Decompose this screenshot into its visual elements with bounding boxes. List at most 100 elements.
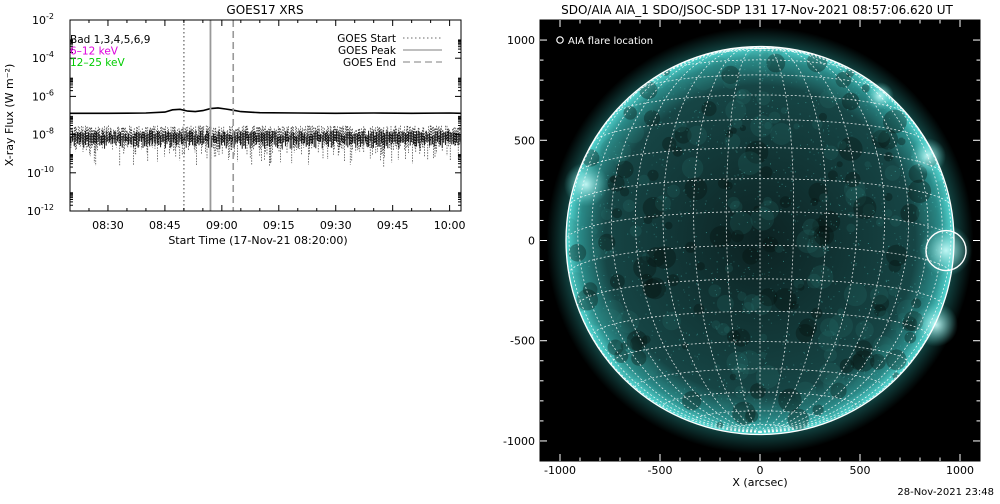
texture-speck [848,255,850,257]
texture-speck [883,374,884,376]
texture-speck [750,423,751,425]
texture-blob [693,303,705,315]
texture-speck [815,387,817,389]
texture-speck [880,181,882,183]
texture-blob [774,244,784,253]
texture-speck [777,284,779,286]
texture-speck [618,299,620,301]
texture-speck [759,405,761,407]
texture-speck [676,146,677,148]
texture-speck [683,69,685,71]
texture-blob [883,152,894,162]
texture-speck [645,91,646,93]
texture-blob [709,226,732,248]
texture-speck [603,327,605,328]
texture-blob [737,151,762,175]
texture-speck [888,363,890,365]
texture-speck [649,305,651,307]
texture-speck [729,363,731,365]
texture-speck [806,371,808,372]
texture-speck [786,414,788,416]
texture-speck [749,361,751,363]
texture-speck [730,216,732,218]
texture-speck [750,93,752,95]
texture-blob [737,291,747,301]
texture-speck [699,111,701,113]
texture-speck [597,154,599,155]
texture-speck [757,367,759,369]
texture-blob [830,382,847,399]
texture-speck [680,220,682,222]
texture-speck [830,121,832,123]
texture-speck [889,159,891,161]
texture-speck [786,310,788,312]
texture-speck [781,359,783,360]
texture-speck [710,173,712,175]
texture-speck [705,269,707,270]
texture-speck [814,200,816,202]
texture-speck [833,75,835,77]
texture-speck [842,377,844,379]
texture-speck [877,275,879,276]
texture-speck [811,240,813,242]
texture-speck [838,405,840,407]
texture-speck [899,245,901,247]
texture-speck [750,336,752,338]
texture-speck [817,281,819,283]
texture-speck [889,118,890,119]
texture-blob [745,409,759,423]
texture-speck [683,307,685,309]
texture-speck [728,290,730,292]
texture-blob [827,170,838,181]
texture-speck [737,61,739,63]
texture-speck [604,249,606,251]
lightcurve-title: GOES17 XRS [226,3,303,17]
texture-blob [647,169,659,181]
texture-speck [904,357,906,359]
texture-speck [623,261,625,262]
texture-speck [697,116,699,118]
texture-blob [737,350,761,375]
texture-speck [814,236,816,238]
texture-blob [620,342,629,350]
legend-circle-icon [556,36,564,44]
texture-speck [843,376,845,378]
texture-speck [606,251,608,253]
x-tick-label: 08:30 [92,219,124,232]
texture-speck [752,275,754,277]
texture-speck [868,396,870,398]
texture-blob [723,73,739,89]
texture-speck [773,229,775,231]
texture-speck [776,57,778,59]
texture-blob [622,199,636,212]
texture-speck [604,287,606,289]
texture-speck [871,389,873,391]
texture-speck [629,113,631,115]
texture-speck [735,62,737,63]
texture-speck [575,255,577,257]
texture-speck [717,103,719,105]
texture-speck [750,141,752,143]
texture-speck [717,354,719,356]
texture-blob [897,312,908,323]
texture-speck [874,311,876,313]
texture-speck [854,244,856,246]
texture-speck [675,374,677,376]
texture-speck [742,329,744,331]
texture-speck [851,115,853,117]
texture-speck [646,388,648,390]
texture-speck [603,151,605,153]
y-tick-label: 10-6 [32,88,54,103]
texture-speck [669,117,671,119]
texture-speck [698,188,700,190]
texture-speck [858,244,860,246]
texture-speck [804,352,805,354]
texture-speck [768,384,769,386]
texture-speck [788,129,790,131]
texture-speck [705,200,707,202]
texture-speck [613,172,615,174]
texture-speck [785,376,787,378]
texture-speck [685,202,686,204]
texture-speck [773,86,775,88]
